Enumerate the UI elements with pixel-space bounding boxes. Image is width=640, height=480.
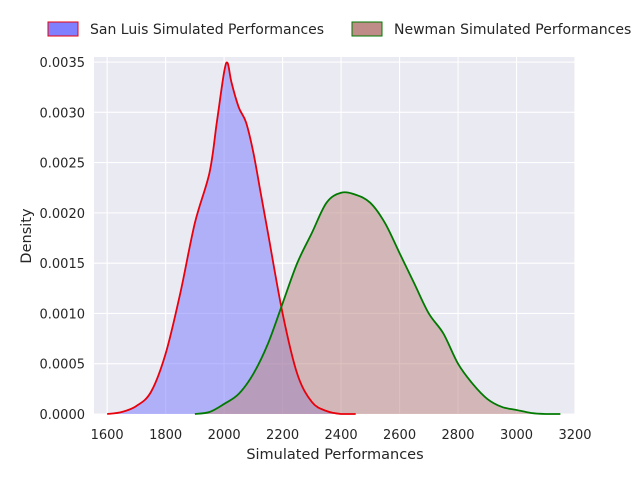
y-tick-label: 0.0000 bbox=[40, 408, 86, 423]
x-axis-label: Simulated Performances bbox=[246, 447, 423, 463]
x-tick-label: 2800 bbox=[441, 428, 474, 443]
density-line-newman bbox=[194, 191, 561, 415]
y-axis-label: Density bbox=[19, 208, 35, 264]
y-tick-label: 0.0025 bbox=[40, 157, 86, 172]
x-axis-ticks: 1600 1800 2000 2200 2400 2600 2800 3000 3200 bbox=[91, 428, 592, 443]
y-tick-label: 0.0005 bbox=[40, 358, 86, 373]
x-tick-label: 3000 bbox=[500, 428, 533, 443]
y-tick-label: 0.0020 bbox=[40, 207, 86, 222]
x-tick-label: 1600 bbox=[91, 428, 124, 443]
x-tick-label: 3200 bbox=[558, 428, 591, 443]
x-tick-label: 2000 bbox=[208, 428, 241, 443]
x-tick-label: 2400 bbox=[325, 428, 358, 443]
legend-swatch-san-luis bbox=[47, 21, 79, 37]
density-area-newman bbox=[194, 192, 561, 414]
density-area-san-luis bbox=[107, 62, 356, 414]
legend-swatch-newman bbox=[351, 21, 383, 37]
legend-label-newman: Newman Simulated Performances bbox=[394, 22, 631, 38]
series-layer bbox=[107, 61, 561, 415]
y-tick-label: 0.0035 bbox=[40, 56, 86, 71]
y-axis-ticks: 0.0000 0.0005 0.0010 0.0015 0.0020 0.0025 0.00… bbox=[40, 56, 86, 423]
x-tick-label: 1800 bbox=[149, 428, 182, 443]
legend: San Luis Simulated Performances Newman S… bbox=[47, 21, 631, 38]
y-tick-label: 0.0030 bbox=[40, 106, 86, 121]
density-line-san-luis bbox=[107, 61, 356, 415]
x-tick-label: 2600 bbox=[383, 428, 416, 443]
y-tick-label: 0.0010 bbox=[40, 307, 86, 322]
y-tick-label: 0.0015 bbox=[40, 257, 86, 272]
legend-label-san-luis: San Luis Simulated Performances bbox=[90, 22, 324, 38]
x-tick-label: 2200 bbox=[266, 428, 299, 443]
